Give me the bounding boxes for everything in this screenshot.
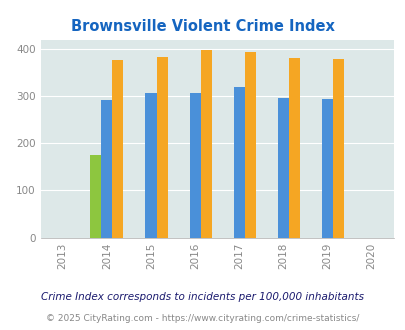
Bar	[200, 50, 211, 238]
Bar	[277, 98, 288, 238]
Bar	[233, 87, 244, 238]
Bar	[321, 99, 332, 238]
Bar	[189, 93, 200, 238]
Bar	[288, 58, 299, 238]
Text: Crime Index corresponds to incidents per 100,000 inhabitants: Crime Index corresponds to incidents per…	[41, 292, 364, 302]
Bar	[244, 52, 255, 238]
Bar	[112, 60, 123, 238]
Text: © 2025 CityRating.com - https://www.cityrating.com/crime-statistics/: © 2025 CityRating.com - https://www.city…	[46, 314, 359, 323]
Bar	[156, 56, 167, 238]
Bar	[90, 155, 101, 238]
Bar	[101, 100, 112, 238]
Text: Brownsville Violent Crime Index: Brownsville Violent Crime Index	[71, 19, 334, 34]
Bar	[145, 93, 156, 238]
Bar	[332, 59, 343, 238]
